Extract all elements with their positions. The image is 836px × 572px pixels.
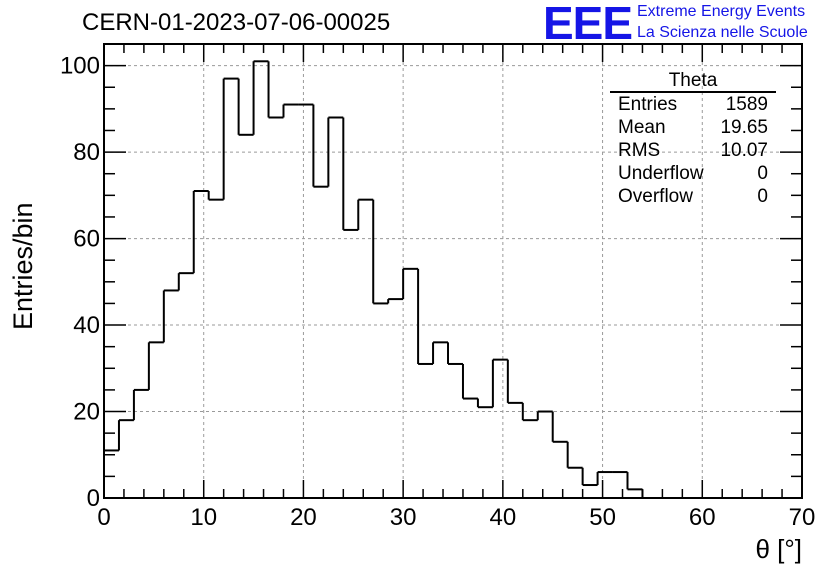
stats-value: 19.65 [720, 117, 768, 138]
plot-frame [103, 43, 803, 499]
y-tick-label: 0 [87, 485, 100, 512]
stats-label: Entries [618, 94, 678, 115]
stats-row-rms: RMS 10.07 [610, 139, 776, 162]
stats-label: Overflow [618, 186, 693, 207]
stats-label: Underflow [618, 163, 704, 184]
stats-title: Theta [610, 70, 776, 93]
x-tick-label: 60 [689, 504, 716, 531]
y-tick-label: 80 [73, 139, 100, 166]
x-tick-label: 70 [789, 504, 816, 531]
stats-row-mean: Mean 19.65 [610, 116, 776, 139]
y-axis-label: Entries/bin [8, 202, 38, 330]
y-tick-label: 60 [73, 226, 100, 253]
x-axis-label: θ [°] [755, 534, 802, 564]
chart-title: CERN-01-2023-07-06-00025 [82, 9, 391, 36]
x-tick-label: 30 [390, 504, 417, 531]
x-tick-label: 50 [589, 504, 616, 531]
logo-subtitle-line1: Extreme Energy Events [637, 3, 806, 20]
stats-label: Mean [618, 117, 666, 138]
stats-value: 1589 [725, 94, 768, 115]
x-tick-label: 40 [490, 504, 517, 531]
x-tick-label: 20 [290, 504, 317, 531]
stats-box: Theta Entries 1589 Mean 19.65 RMS 10.07 … [610, 70, 776, 208]
stats-row-overflow: Overflow 0 [610, 185, 776, 208]
x-tick-label: 10 [190, 504, 217, 531]
stats-value: 0 [757, 163, 768, 184]
y-tick-label: 40 [73, 312, 100, 339]
x-tick-label: 0 [97, 504, 110, 531]
y-tick-label: 100 [60, 53, 100, 80]
stats-value: 10.07 [720, 140, 768, 161]
y-tick-label: 20 [73, 399, 100, 426]
stats-label: RMS [618, 140, 661, 161]
eee-logo: EEE [543, 0, 633, 49]
stats-row-underflow: Underflow 0 [610, 162, 776, 185]
logo-subtitle-line2: La Scienza nelle Scuole [637, 24, 808, 41]
stats-value: 0 [757, 186, 768, 207]
stats-row-entries: Entries 1589 [610, 93, 776, 116]
